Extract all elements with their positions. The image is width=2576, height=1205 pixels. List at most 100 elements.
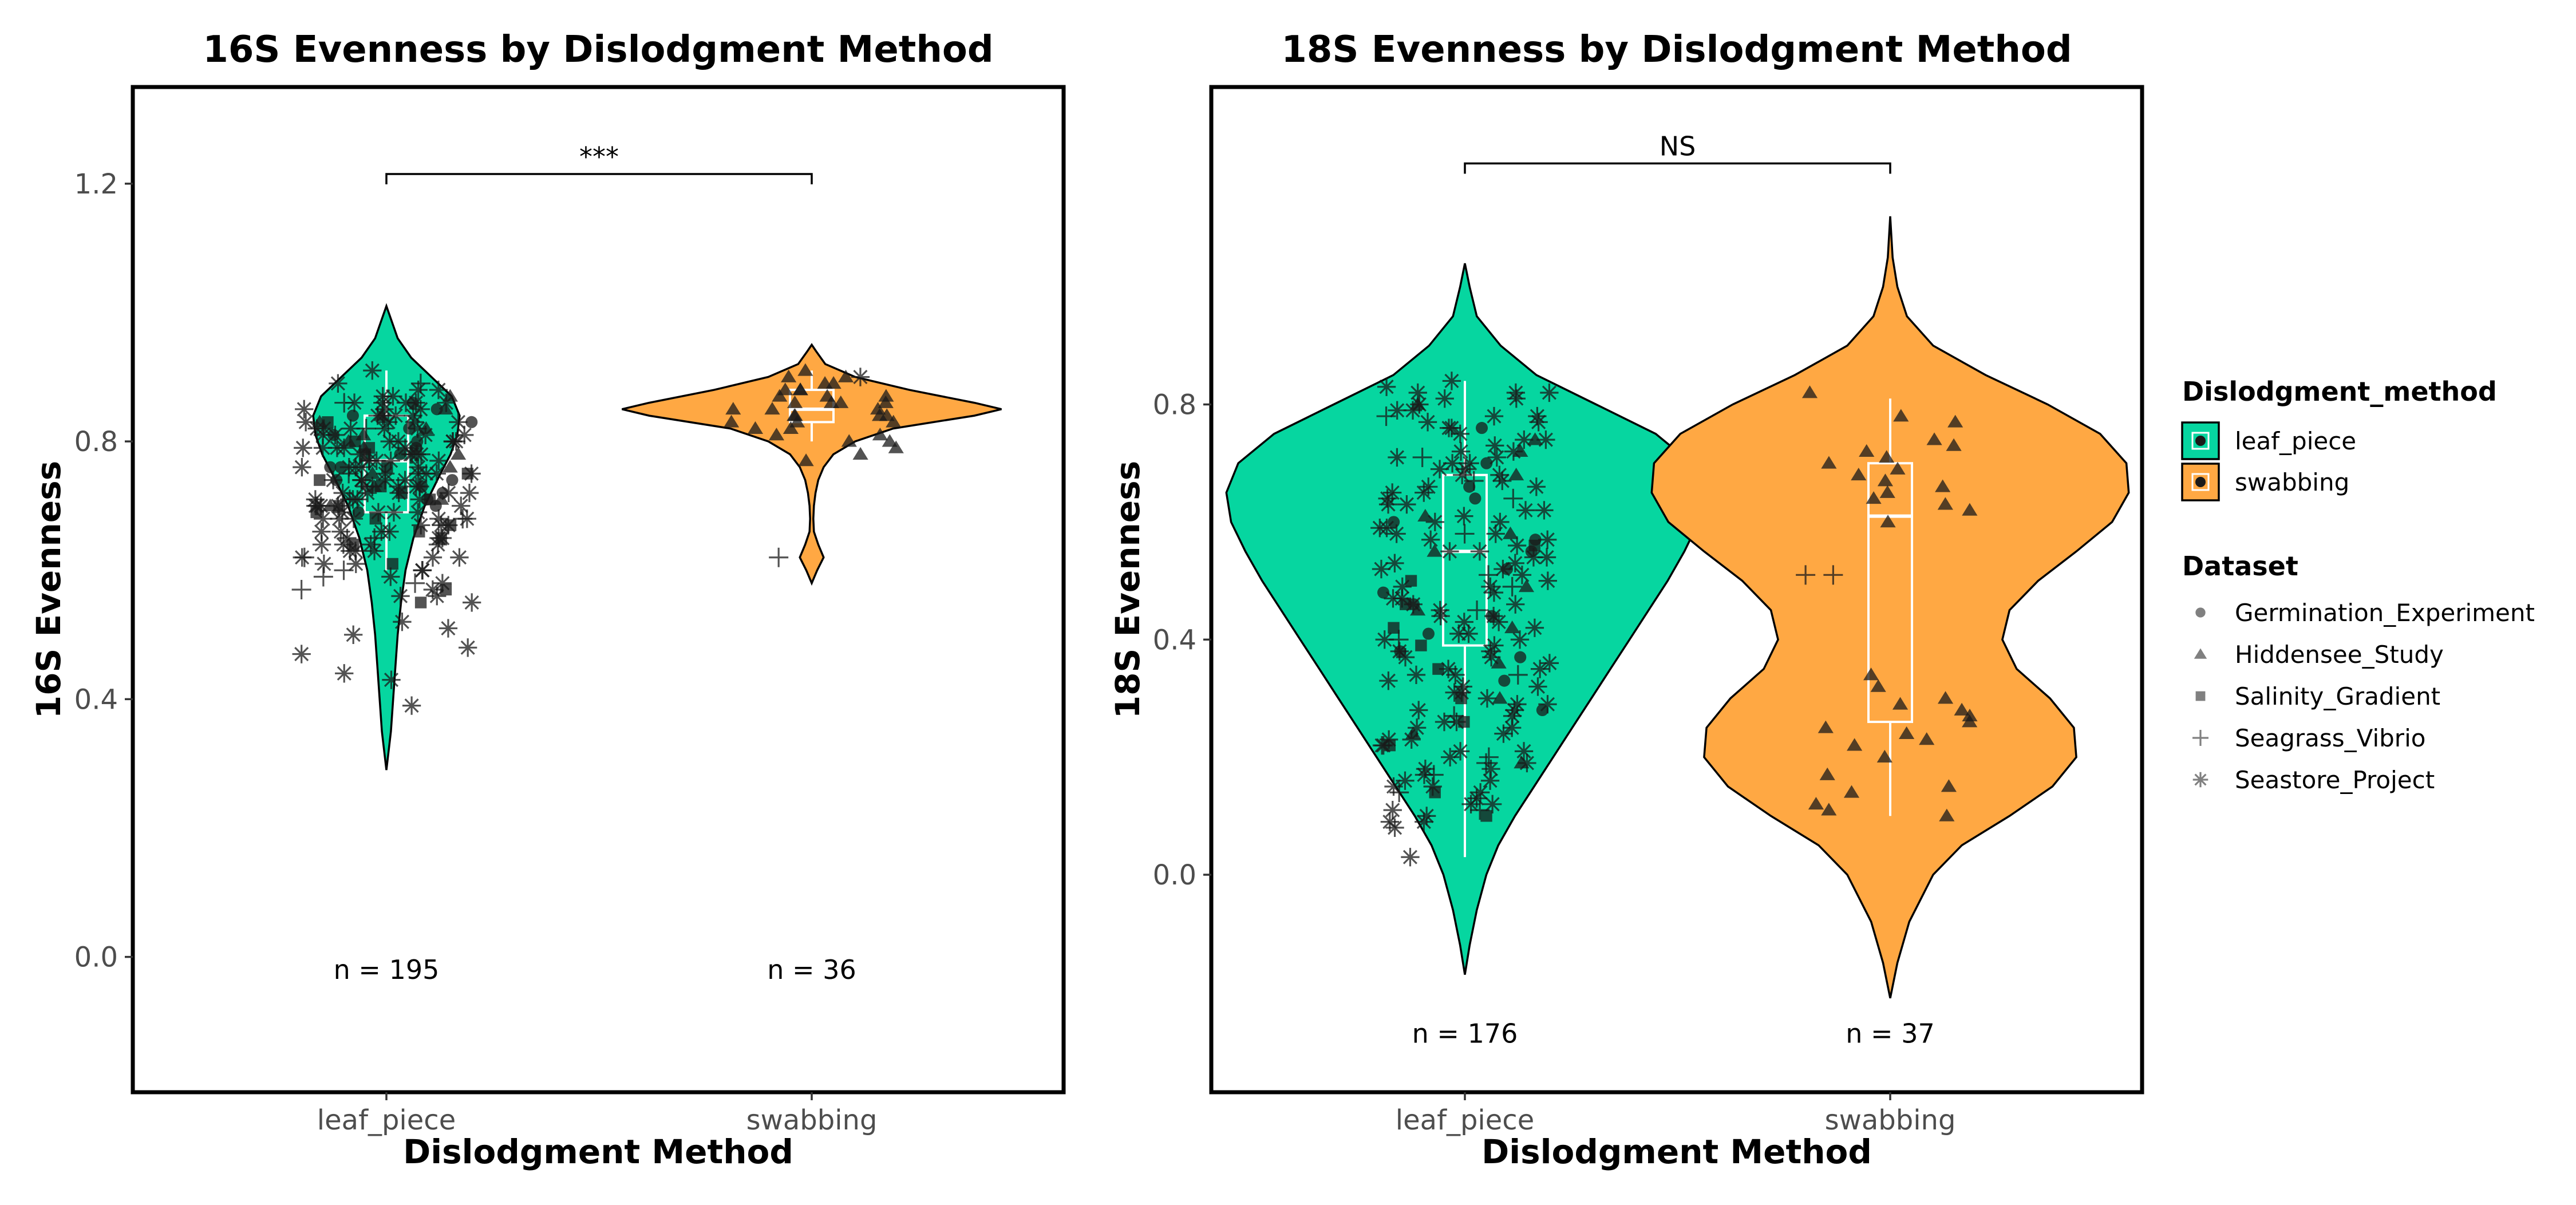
panel-1-leaf-piece-point-circle [324,461,337,473]
panel-1-leaf-piece-point-asterisk [350,445,369,464]
panel-2-leaf-piece-point-asterisk [1494,559,1512,579]
panel-2-leaf-piece-point-asterisk [1490,465,1509,484]
legend: Dislodgment_method leaf_piece swabbing Da… [2181,376,2535,794]
panel-1-leaf-piece-point-asterisk [443,432,462,451]
panel-1-leaf-piece-point-circle [465,416,478,428]
panel-1-swabbing-point-triangle [852,447,868,460]
panel-2-leaf-piece-point-plus [1502,576,1522,596]
panel-2-leaf-piece-point-asterisk [1529,413,1548,432]
panel-2-swabbing-point-triangle [1879,485,1895,498]
panel-2-leaf-piece-point-asterisk [1477,689,1497,708]
panel-1-significance-label: *** [579,141,619,172]
panel-2-y-tick-label: 0.8 [1153,389,1196,421]
panel-2-swabbing-box [1867,462,1913,724]
panel-2-leaf-piece-point-asterisk [1538,695,1557,714]
panel-1-leaf-piece-point-asterisk [408,503,428,522]
panel-2-leaf-piece-point-asterisk [1508,695,1527,714]
panel-2-swabbing-point-triangle [1919,732,1935,745]
panel-2-leaf-piece-point-asterisk [1396,771,1415,790]
legend-shape-triangle [2194,648,2207,659]
panel-1-leaf-piece-point-asterisk [329,496,347,515]
panel-1-swabbing-point-triangle [787,395,803,408]
panel-2-swabbing-point-triangle [1926,432,1942,445]
panel-1-leaf-piece-point-square [322,416,334,428]
panel-2-swabbing-point-triangle [1859,444,1875,457]
panel-2-swabbing-point-triangle [1899,726,1915,739]
panel-2-leaf-piece-point-circle [1422,627,1435,640]
panel-2-y-axis-label: 18S Evenness [1108,461,1147,718]
panel-1-leaf-piece-point-asterisk [344,625,363,644]
panel-1-x-axis-label: Dislodgment Method [403,1132,793,1171]
panel-2-leaf-piece-point-asterisk [1416,760,1435,779]
panel-2-leaf-piece-point-asterisk [1530,659,1550,678]
panel-2-leaf-piece-point-asterisk [1507,389,1526,408]
legend-dataset-items: Germination_Experiment Hiddensee_Study Sal… [2192,599,2535,794]
panel-2-leaf-piece-point-plus [1479,565,1499,585]
panel-1-leaf-piece-point-asterisk [365,542,384,560]
panel-1-leaf-piece-point-square [349,435,361,448]
panel-1-leaf-piece-point-triangle [442,460,458,473]
panel-1-leaf-piece-point-asterisk [389,432,408,451]
legend-method-title: Dislodgment_method [2182,376,2497,407]
panel-2-leaf-piece-point-asterisk [1538,530,1557,549]
panel-1-x-tick-label: leaf_piece [317,1104,456,1136]
panel-2-leaf-piece-point-asterisk [1387,524,1406,543]
panel-1-swabbing-point-triangle [792,382,808,396]
panel-2-leaf-piece-point-circle [1463,480,1476,493]
panel-1-leaf-piece-point-square [414,596,427,609]
panel-1-title: 16S Evenness by Dislodgment Method [203,29,993,71]
panel-1-leaf-piece-point-triangle [433,492,449,505]
panel-1-leaf-piece-point-asterisk [333,503,352,522]
legend-shape-square [2195,691,2206,701]
panel-1-leaf-piece-point-asterisk [373,393,392,412]
panel-1-leaf-piece-point-asterisk [314,554,334,574]
panel-2-plot-content [1225,216,2130,999]
legend-key-dot [2195,436,2206,446]
panel-1-leaf-piece-point-asterisk [330,509,349,528]
panel-2-swabbing-point-triangle [1821,803,1837,816]
panel-1-leaf-piece-point-asterisk [352,471,371,489]
panel-1-plot-area [133,87,1064,1092]
panel-1-leaf-piece-point-asterisk [381,451,400,471]
panel-2-leaf-piece-point-asterisk [1403,401,1423,420]
panel-2-leaf-piece-point-square [1415,639,1427,651]
panel-2-swabbing-point-triangle [1962,503,1978,516]
panel-1-leaf-piece-point-asterisk [376,464,395,483]
panel-2-leaf-piece-point-asterisk [1385,554,1404,572]
panel-1-leaf-piece-point-asterisk [341,542,359,560]
panel-1-leaf-piece-point-asterisk [457,509,477,528]
panel-2-swabbing-point-triangle [1946,438,1962,451]
panel-1-leaf-piece-point-asterisk [329,374,347,393]
panel-1-16s: n = 195 n = 36 *** 0.0 0.4 0.8 1.2 leaf_piece sw… [74,85,1066,1136]
panel-1-leaf-piece-point-asterisk [297,413,315,432]
panel-2-leaf-piece-point-asterisk [1528,406,1547,426]
panel-1-leaf-piece-point-asterisk [382,670,401,689]
panel-2-leaf-piece-point-asterisk [1372,736,1392,755]
panel-1-leaf-piece-point-asterisk [411,400,430,418]
panel-2-leaf-piece-point-plus [1376,406,1396,426]
panel-2-swabbing-point-triangle [1851,468,1867,481]
panel-2-leaf-piece-point-asterisk [1456,460,1475,479]
panel-2-leaf-piece-point-plus [1455,524,1475,544]
panel-1-leaf-piece-point-asterisk [412,445,430,464]
panel-2-leaf-piece-point-square [1480,810,1492,822]
panel-2-leaf-piece-point-asterisk [1415,765,1434,784]
legend-dataset-label: Hiddensee_Study [2235,641,2444,669]
legend-method-label: swabbing [2235,468,2349,496]
legend-key-box [2191,432,2210,450]
panel-2-leaf-piece-point-asterisk [1524,548,1543,567]
panel-2-significance-bracket [1464,162,1891,174]
panel-2-swabbing-point-triangle [1935,479,1951,492]
panel-2-leaf-piece-point-asterisk [1515,430,1534,449]
panel-2-leaf-piece-point-asterisk [1388,448,1406,467]
panel-2-swabbing-point-triangle [1808,797,1824,810]
panel-2-leaf-piece-point-asterisk [1453,465,1472,484]
panel-2-leaf-piece-point-asterisk [1459,624,1478,643]
panel-2-leaf-piece-point-asterisk [1378,495,1398,514]
panel-1-leaf-piece-point-asterisk [292,645,311,663]
panel-2-leaf-piece-point-asterisk [1383,483,1402,502]
panel-2-swabbing-point-triangle [1892,697,1909,710]
panel-2-y-tick-label: 0.0 [1153,859,1196,891]
panel-1-leaf-piece-point-asterisk [402,696,421,715]
panel-2-swabbing-point-plus [1796,565,1816,585]
